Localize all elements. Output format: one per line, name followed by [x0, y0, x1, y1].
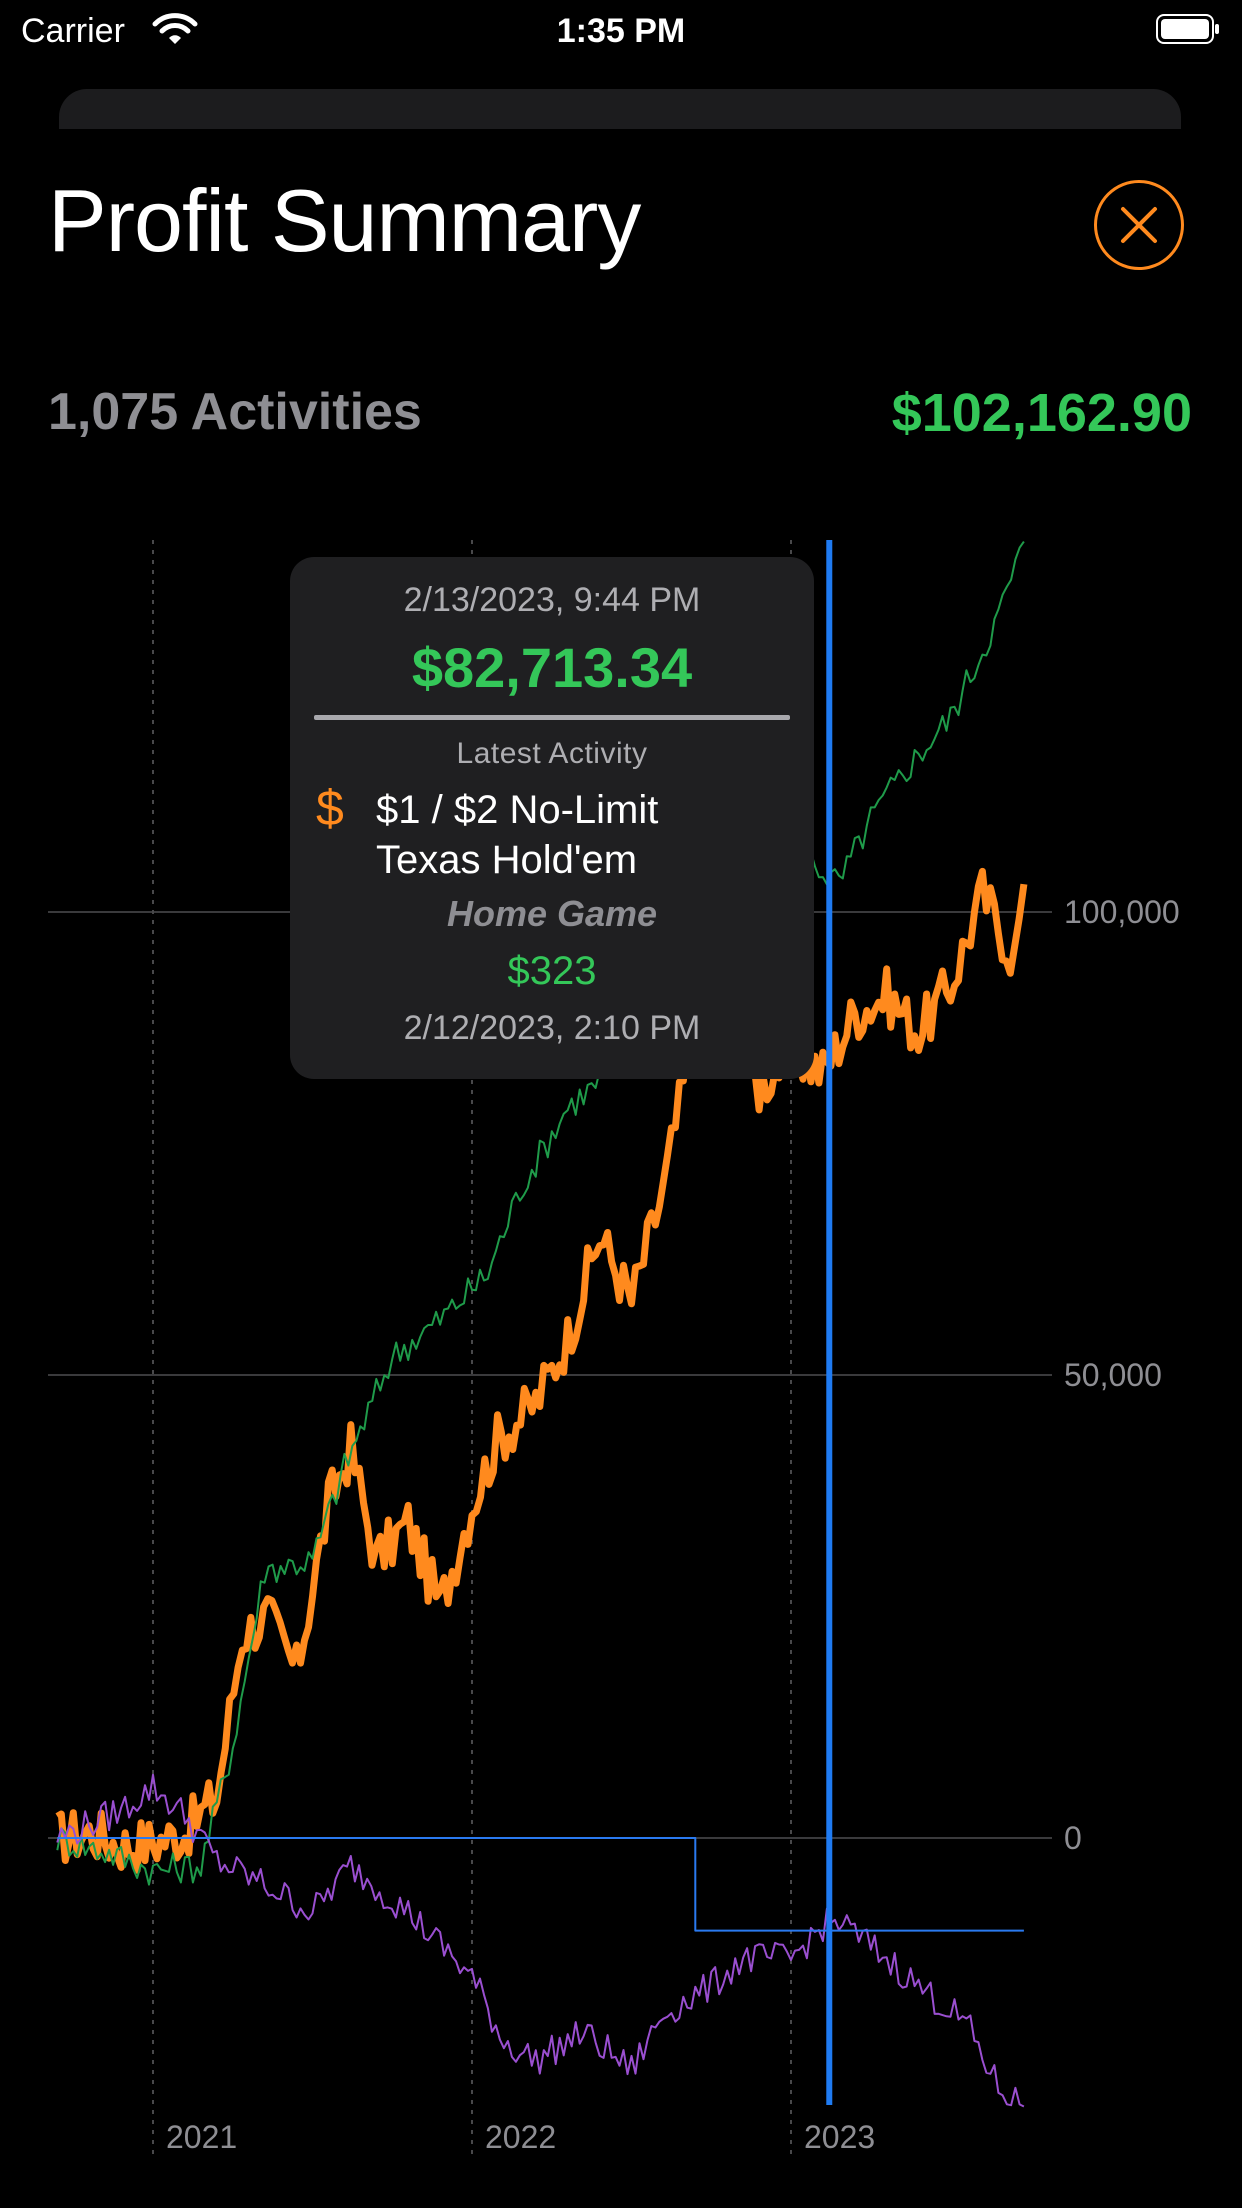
page-title: Profit Summary [48, 171, 641, 270]
activities-count: 1,075 Activities [48, 383, 422, 441]
x-tick-label: 2021 [166, 2119, 237, 2155]
status-bar: Carrier 1:35 PM [0, 0, 1242, 62]
tooltip-location: Home Game [446, 893, 658, 934]
carrier-label: Carrier [21, 12, 125, 50]
wifi-icon [152, 13, 198, 44]
tooltip-game: $1 / $2 No-Limit Texas Hold'em [376, 785, 796, 885]
tooltip-game-line2: Texas Hold'em [376, 838, 638, 882]
tooltip-activity-time: 2/12/2023, 2:10 PM [403, 1009, 701, 1047]
dollar-icon: $ [316, 780, 344, 836]
battery-icon [1156, 14, 1219, 44]
tooltip-date: 2/13/2023, 9:44 PM [403, 581, 701, 619]
tooltip-amount: $323 [507, 949, 597, 993]
y-tick-label: 0 [1064, 1820, 1082, 1856]
x-tick-label: 2023 [804, 2119, 875, 2155]
chart-tooltip: 2/13/2023, 9:44 PM $82,713.34 Latest Act… [290, 557, 814, 1079]
chart-lines [55, 541, 1028, 2108]
close-icon [1121, 207, 1157, 243]
tooltip-divider [314, 715, 790, 720]
x-tick-label: 2022 [485, 2119, 556, 2155]
blue-series-line [57, 1837, 1024, 1932]
tooltip-game-line1: $1 / $2 No-Limit [376, 788, 659, 832]
tooltip-value: $82,713.34 [411, 636, 693, 699]
y-tick-label: 100,000 [1064, 894, 1180, 930]
chart-labels: 100,000 50,000 0 2021 2022 2023 [166, 894, 1180, 2155]
green-series-line [56, 541, 1025, 1886]
background-sheet [59, 89, 1181, 129]
purple-series-line [56, 1773, 1025, 2108]
close-button[interactable] [1094, 180, 1184, 270]
clock: 1:35 PM [556, 12, 686, 50]
y-tick-label: 50,000 [1064, 1357, 1162, 1393]
tooltip-latest-label: Latest Activity [456, 737, 648, 770]
total-profit: $102,162.90 [891, 383, 1192, 443]
